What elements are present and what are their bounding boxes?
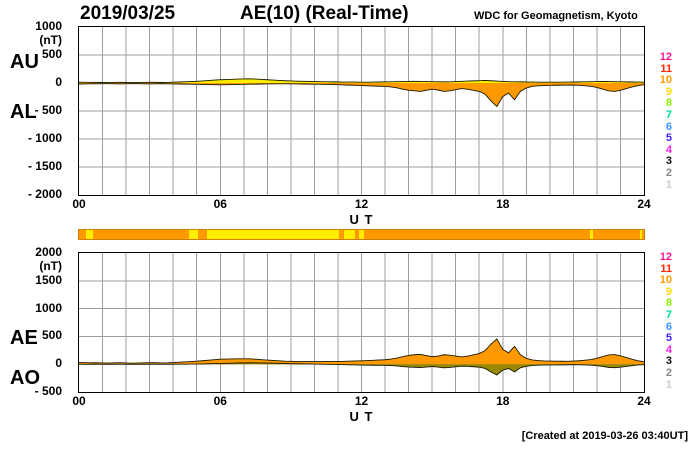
upper-station-legend: 12 11 10 9 8 7 6 5 4 3 2 1	[656, 51, 678, 191]
y-tick-label: - 500	[34, 384, 62, 398]
x-axis-title: U T	[349, 212, 374, 227]
chart-title: AE(10) (Real-Time)	[240, 3, 409, 24]
colorbar-segment	[85, 230, 94, 239]
legend-item-8: 8	[665, 97, 672, 110]
legend-item-11: 11	[660, 62, 672, 75]
colorbar-segment	[639, 230, 643, 239]
x-tick-label: 12	[354, 394, 369, 408]
series-label-al: AL	[10, 101, 37, 123]
x-tick-label: 24	[637, 394, 651, 408]
colorbar-segment	[363, 230, 590, 239]
legend-item-7: 7	[665, 108, 672, 121]
y-tick-label: 1500	[35, 272, 62, 287]
legend-item-10: 10	[659, 74, 672, 87]
series-label-ae: AE	[10, 327, 38, 349]
y-tick-label: 1000	[35, 300, 62, 315]
legend-item-2: 2	[665, 366, 672, 379]
legend-item-5: 5	[665, 332, 672, 345]
lower-plot-ae-ao	[78, 252, 645, 393]
legend-item-4: 4	[665, 143, 672, 156]
x-tick-label: 18	[496, 394, 510, 408]
x-tick-label: 24	[637, 197, 651, 211]
colorbar-segment	[339, 230, 344, 239]
colorbar-segment	[198, 230, 207, 239]
x-tick-label: 06	[213, 394, 227, 408]
legend-item-9: 9	[665, 85, 672, 98]
legend-item-12: 12	[659, 51, 672, 63]
legend-item-11: 11	[660, 262, 672, 275]
legend-item-6: 6	[665, 320, 672, 333]
y-tick-label: 0	[55, 75, 62, 89]
y-axis-unit: (nT)	[39, 259, 62, 273]
upper-plot-au-al	[78, 26, 645, 196]
legend-item-2: 2	[665, 166, 672, 179]
legend-item-1: 1	[665, 178, 672, 191]
legend-item-12: 12	[659, 251, 672, 263]
colorbar-segment	[642, 230, 644, 239]
legend-item-8: 8	[665, 297, 672, 310]
chart-date: 2019/03/25	[80, 3, 176, 24]
y-axis-unit: (nT)	[39, 33, 62, 47]
x-tick-label: 06	[213, 197, 227, 211]
y-tick-label: 500	[41, 47, 62, 61]
colorbar-segment	[189, 230, 199, 239]
series-label-au: AU	[10, 51, 39, 73]
y-tick-label: 0	[55, 356, 62, 371]
series-label-ao: AO	[10, 367, 40, 389]
upper-panel-y-axis: 1000 500 0 - 500 - 1000 - 1500 - 2000 (nT)	[0, 18, 62, 201]
x-tick-label: 00	[72, 197, 86, 211]
legend-item-4: 4	[665, 343, 672, 356]
lower-panel-y-axis: 2000 1500 1000 500 0 - 500 (nT)	[0, 244, 62, 404]
legend-item-5: 5	[665, 132, 672, 145]
lower-plot-canvas	[79, 253, 644, 392]
station-availability-colorbar	[78, 229, 645, 240]
legend-item-6: 6	[665, 120, 672, 133]
y-tick-label: - 500	[34, 103, 62, 117]
lower-station-legend: 12 11 10 9 8 7 6 5 4 3 2 1	[656, 251, 678, 391]
y-tick-label: 2000	[35, 245, 62, 259]
legend-item-9: 9	[665, 285, 672, 298]
y-tick-label: - 2000	[27, 187, 62, 201]
colorbar-segment	[589, 230, 593, 239]
y-tick-label: - 1000	[27, 131, 62, 145]
y-tick-label: - 1500	[27, 159, 62, 173]
x-tick-label: 18	[496, 197, 510, 211]
x-tick-label: 00	[72, 394, 86, 408]
colorbar-segment	[359, 230, 364, 239]
x-tick-label: 12	[354, 197, 369, 211]
colorbar-segment	[93, 230, 190, 239]
colorbar-segment	[355, 230, 360, 239]
legend-item-7: 7	[665, 308, 672, 321]
colorbar-segment	[206, 230, 340, 239]
created-timestamp: [Created at 2019-03-26 03:40UT]	[521, 430, 688, 442]
colorbar-segment	[79, 230, 86, 239]
legend-item-3: 3	[665, 355, 672, 368]
y-tick-label: 500	[41, 328, 62, 343]
legend-item-10: 10	[659, 274, 672, 287]
colorbar-segment	[343, 230, 356, 239]
y-tick-label: 1000	[35, 19, 62, 33]
colorbar-segment	[592, 230, 640, 239]
legend-item-3: 3	[665, 155, 672, 168]
chart-source-credit: WDC for Geomagnetism, Kyoto	[474, 10, 638, 22]
upper-plot-canvas	[79, 27, 644, 195]
legend-item-1: 1	[665, 378, 672, 391]
x-axis-title: U T	[349, 409, 374, 424]
